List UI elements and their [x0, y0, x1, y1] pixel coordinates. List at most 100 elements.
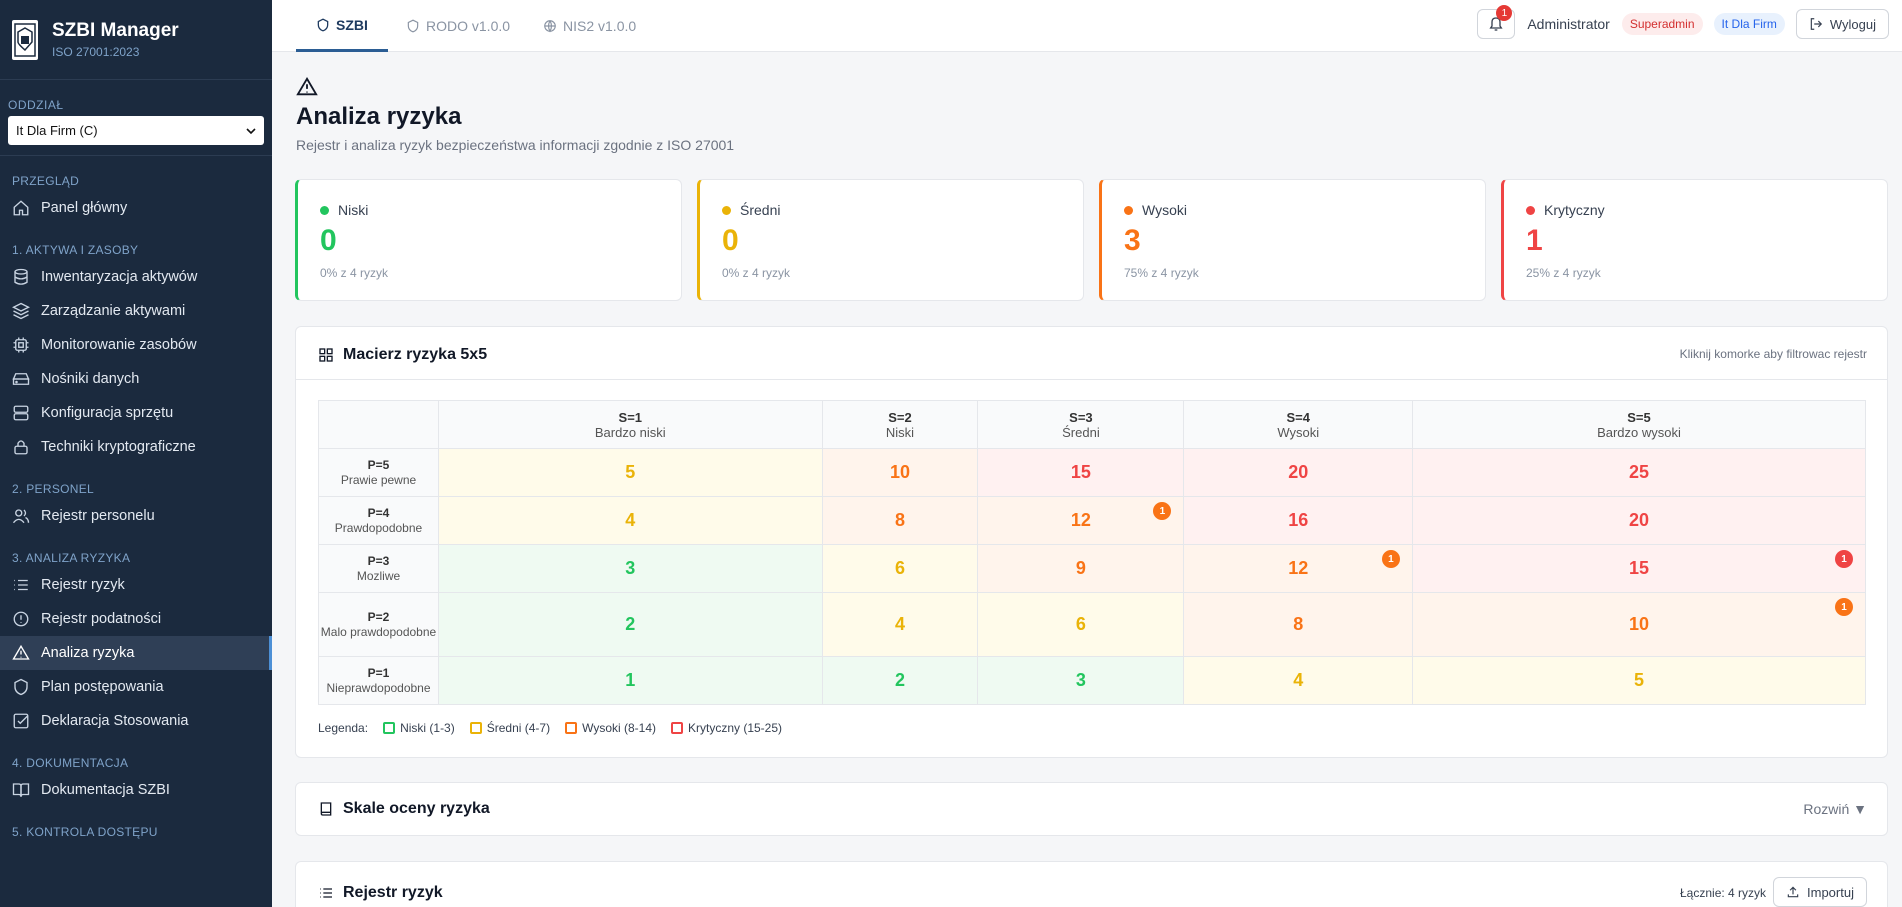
matrix-cell[interactable]: 9: [977, 544, 1185, 593]
scales-toggle[interactable]: Rozwiń ▼: [1803, 801, 1867, 817]
legend-swatch-medium: [469, 722, 482, 734]
probability-name: Nieprawdopodobne: [326, 680, 431, 695]
book-open-icon: [12, 783, 30, 797]
matrix-cell[interactable]: 20: [1183, 448, 1413, 497]
matrix-cell-value: 15: [1628, 558, 1649, 578]
sidebar-item-label: Panel główny: [41, 200, 128, 216]
matrix-cell[interactable]: 8: [1183, 592, 1413, 657]
sidebar-item-media[interactable]: Nośniki danych: [0, 362, 272, 396]
matrix-cell[interactable]: 25: [1411, 448, 1867, 497]
matrix-cell[interactable]: 4: [438, 496, 823, 545]
sidebar-item-asset-mgmt[interactable]: Zarządzanie aktywami: [0, 294, 272, 328]
sidebar-item-label: Deklaracja Stosowania: [41, 713, 189, 729]
shield-icon: [317, 17, 329, 32]
matrix-cell[interactable]: 5: [1411, 656, 1867, 705]
stat-label: Niski: [338, 202, 369, 218]
sidebar-item-dashboard[interactable]: Panel główny: [0, 191, 272, 225]
scales-title: Skale oceny ryzyka: [343, 800, 490, 817]
matrix-row: P=5 Prawie pewne 5 10 15 20 25: [318, 448, 1867, 497]
sidebar-item-label: Rejestr ryzyk: [41, 577, 125, 593]
risk-count-badge: 1: [1153, 502, 1172, 520]
matrix-cell-value: 12: [1288, 558, 1309, 578]
severity-name: Niski: [885, 424, 915, 440]
branch-selector: ODDZIAŁ It Dla Firm (C): [0, 80, 272, 156]
matrix-cell[interactable]: 12 1: [977, 496, 1185, 545]
sidebar-item-treatment[interactable]: Plan postępowania: [0, 670, 272, 704]
matrix-cell[interactable]: 2: [821, 656, 979, 705]
sidebar-item-docs[interactable]: Dokumentacja SZBI: [0, 773, 272, 807]
stat-card-critical[interactable]: Krytyczny 1 25% z 4 ryzyk: [1501, 179, 1888, 301]
matrix-row: P=4 Prawdopodobne 4 8 12 1 16 20: [318, 496, 1867, 545]
import-button[interactable]: Importuj: [1773, 877, 1867, 907]
matrix-cell[interactable]: 10: [821, 448, 979, 497]
chevron-down-icon: [246, 127, 256, 134]
matrix-cell[interactable]: 6: [977, 592, 1185, 657]
sidebar: SZBI Manager ISO 27001:2023 ODDZIAŁ It D…: [0, 0, 272, 907]
matrix-cell[interactable]: 15 1: [1411, 544, 1867, 593]
stat-sub: 25% z 4 ryzyk: [1526, 266, 1601, 280]
sidebar-item-hardware[interactable]: Konfiguracja sprzętu: [0, 396, 272, 430]
stat-label: Średni: [740, 202, 781, 218]
sidebar-item-label: Inwentaryzacja aktywów: [41, 269, 198, 285]
sidebar-item-vuln-register[interactable]: Rejestr podatności: [0, 602, 272, 636]
sidebar-item-inventory[interactable]: Inwentaryzacja aktywów: [0, 260, 272, 294]
log-out-icon: [1810, 18, 1822, 30]
matrix-row-header: P=5 Prawie pewne: [318, 448, 439, 497]
matrix-cell-value: 6: [894, 558, 905, 578]
sidebar-item-monitoring[interactable]: Monitorowanie zasobów: [0, 328, 272, 362]
legend-swatch-high: [565, 722, 578, 734]
matrix-cell[interactable]: 3: [438, 544, 823, 593]
matrix-cell[interactable]: 4: [1183, 656, 1413, 705]
sidebar-item-soa[interactable]: Deklaracja Stosowania: [0, 704, 272, 738]
notifications-button[interactable]: 1: [1477, 5, 1516, 39]
matrix-cell[interactable]: 4: [821, 592, 979, 657]
matrix-cell[interactable]: 8: [821, 496, 979, 545]
tab-szbi[interactable]: SZBI: [296, 0, 388, 52]
tab-rodo[interactable]: RODO v1.0.0: [406, 0, 510, 52]
sidebar-item-personnel[interactable]: Rejestr personelu: [0, 499, 272, 533]
logout-button[interactable]: Wyloguj: [1795, 9, 1889, 39]
matrix-cell[interactable]: 5: [438, 448, 823, 497]
org-badge: It Dla Firm: [1713, 13, 1785, 35]
legend-critical: Krytyczny (15-25): [688, 721, 783, 735]
nav-section-risk: 3. ANALIZA RYZYKA: [12, 551, 131, 565]
brand[interactable]: SZBI Manager ISO 27001:2023: [0, 0, 272, 80]
severity-name: Bardzo wysoki: [1597, 424, 1681, 440]
list-icon: [320, 888, 332, 898]
scales-header: Skale oceny ryzyka: [318, 800, 490, 818]
stat-card-high[interactable]: Wysoki 3 75% z 4 ryzyk: [1099, 179, 1486, 301]
sidebar-item-risk-analysis[interactable]: Analiza ryzyka: [0, 636, 272, 670]
matrix-cell[interactable]: 12 1: [1183, 544, 1413, 593]
sidebar-item-label: Dokumentacja SZBI: [41, 782, 170, 798]
sidebar-item-label: Konfiguracja sprzętu: [41, 405, 174, 421]
matrix-cell[interactable]: 6: [821, 544, 979, 593]
severity-code: S=3: [1069, 409, 1093, 425]
scales-card[interactable]: [295, 782, 1888, 836]
matrix-cell[interactable]: 3: [977, 656, 1185, 705]
stat-card-low[interactable]: Niski 0 0% z 4 ryzyk: [295, 179, 682, 301]
stat-card-medium[interactable]: Średni 0 0% z 4 ryzyk: [697, 179, 1084, 301]
matrix-cell[interactable]: 1: [438, 656, 823, 705]
risk-count-badge: 1: [1835, 550, 1853, 568]
matrix-cell[interactable]: 2: [438, 592, 823, 657]
matrix-cell[interactable]: 20: [1411, 496, 1867, 545]
matrix-cell-value: 25: [1628, 462, 1649, 482]
matrix-cell-value: 20: [1628, 510, 1649, 530]
severity-name: Bardzo niski: [594, 424, 666, 440]
logout-label: Wyloguj: [1829, 16, 1876, 32]
users-icon: [12, 509, 30, 524]
stat-label: Wysoki: [1142, 202, 1187, 218]
page-subtitle: Rejestr i analiza ryzyk bezpieczeństwa i…: [296, 137, 735, 153]
branch-select[interactable]: It Dla Firm (C): [8, 116, 264, 145]
tab-nis2[interactable]: NIS2 v1.0.0: [543, 0, 636, 52]
status-dot: [320, 205, 329, 215]
sidebar-item-label: Monitorowanie zasobów: [41, 337, 197, 353]
matrix-cell[interactable]: 10 1: [1411, 592, 1867, 657]
matrix-cell[interactable]: 15: [977, 448, 1185, 497]
sidebar-item-crypto[interactable]: Techniki kryptograficzne: [0, 430, 272, 464]
matrix-cell[interactable]: 16: [1183, 496, 1413, 545]
probability-code: P=1: [367, 665, 390, 680]
nav-section-docs: 4. DOKUMENTACJA: [12, 756, 129, 770]
sidebar-item-risk-register[interactable]: Rejestr ryzyk: [0, 568, 272, 602]
severity-code: S=1: [618, 409, 643, 425]
